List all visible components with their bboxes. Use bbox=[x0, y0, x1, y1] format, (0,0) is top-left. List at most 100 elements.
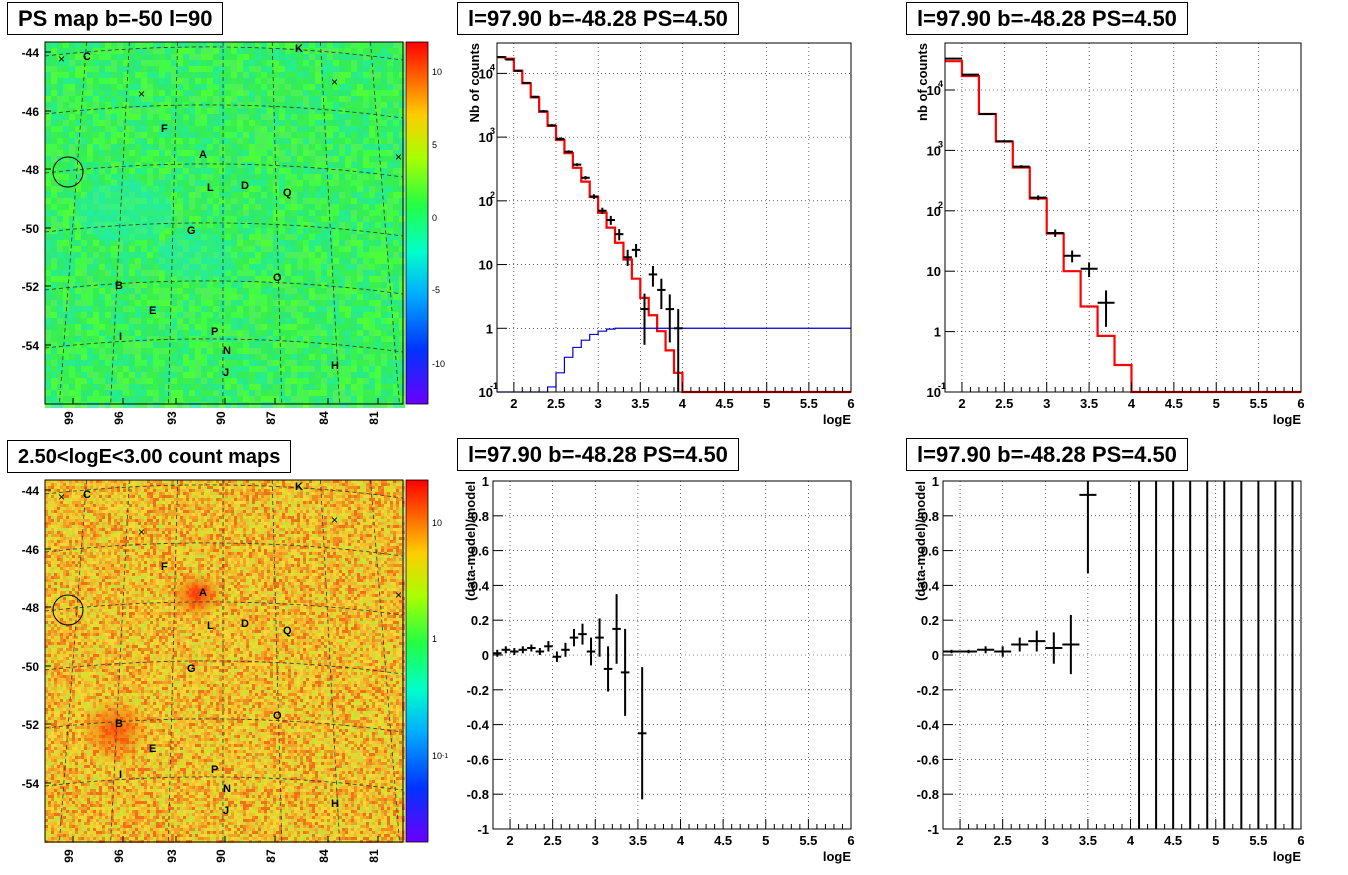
countmap-palette-tick-exponent: -1 bbox=[442, 753, 448, 760]
spectrum-left-plot: 2 2.5 3 3.5 4 4.5 5 5.5 6 10 1 10 10 10 10 logE Nb of co… bbox=[467, 42, 855, 427]
spectrum-left-x-tick-label: 4.5 bbox=[716, 396, 734, 411]
residual-left-x-axis-label: logE bbox=[823, 849, 851, 864]
residual-right-x-tick-label: 4.5 bbox=[1164, 833, 1182, 848]
spectrum-right-y-tick-exponent: -1 bbox=[938, 381, 946, 391]
spectrum-left-x-tick-label: 5 bbox=[763, 396, 770, 411]
spectrum-right-y-tick-exponent: 4 bbox=[938, 79, 943, 89]
psmap-source-label: I bbox=[119, 331, 122, 343]
residual-right-y-tick-label: 0.2 bbox=[921, 613, 939, 628]
spectrum-left-y-tick-label: 10 bbox=[479, 385, 493, 400]
spectrum-right-x-tick-label: 4.5 bbox=[1165, 396, 1183, 411]
countmap-lon-tick-label: 87 bbox=[264, 849, 278, 863]
psmap-palette bbox=[405, 41, 429, 405]
residual-left-y-tick-label: -0.4 bbox=[467, 718, 490, 733]
psmap-cross-marker: × bbox=[138, 87, 145, 101]
countmap-lat-tick-label: -52 bbox=[22, 718, 40, 732]
residual-left-x-tick-label: 2 bbox=[506, 833, 513, 848]
spectrum-left-x-tick-label: 6 bbox=[847, 396, 854, 411]
spectrum-right-y-tick-label: 10 bbox=[927, 143, 941, 158]
spectrum-right-title: l=97.90 b=-48.28 PS=4.50 bbox=[906, 2, 1188, 35]
spectrum-right-x-tick-label: 4 bbox=[1128, 396, 1136, 411]
countmap-cross-marker: × bbox=[58, 490, 65, 504]
residual-left-y-tick-label: -0.2 bbox=[467, 683, 489, 698]
countmap-source-label: H bbox=[331, 798, 339, 810]
psmap-lon-tick-label: 81 bbox=[367, 411, 381, 425]
spectrum-left-x-tick-label: 5.5 bbox=[800, 396, 818, 411]
spectrum-right-x-tick-label: 5.5 bbox=[1250, 396, 1268, 411]
psmap-lon-tick-label: 93 bbox=[165, 411, 179, 425]
residual-left-plot: 2 2.5 3 3.5 4 4.5 5 5.5 6 -1 -0.8 -0.6 -0.4 -0.2 0 0.2 0… bbox=[463, 474, 855, 864]
spectrum-left-y-tick-label: 10 bbox=[479, 194, 493, 209]
psmap-source-label: A bbox=[199, 149, 207, 161]
spectrum-left-y-tick-label: 10 bbox=[479, 66, 493, 81]
psmap-map-frame bbox=[44, 41, 404, 405]
residual-right-y-tick-label: 1 bbox=[932, 474, 939, 489]
spectrum-left-y-tick-exponent: 2 bbox=[490, 190, 495, 200]
countmap-lon-tick-label: 99 bbox=[62, 849, 76, 863]
residual-right-title: l=97.90 b=-48.28 PS=4.50 bbox=[906, 438, 1188, 471]
spectrum-right-y-tick-label: 1 bbox=[934, 325, 941, 340]
spectrum-left-y-axis-label: Nb of counts bbox=[467, 43, 482, 122]
countmap-cross-marker: × bbox=[331, 513, 338, 527]
psmap-source-label: O bbox=[273, 272, 282, 284]
countmap-source-label: C bbox=[83, 489, 91, 501]
countmap-source-label: K bbox=[295, 481, 303, 493]
spectrum-left-plot-area bbox=[497, 43, 851, 392]
residual-left-plot-area bbox=[493, 481, 851, 829]
psmap-lon-tick-label: 99 bbox=[62, 411, 76, 425]
psmap-source-label: C bbox=[83, 51, 91, 63]
countmap-source-label: E bbox=[149, 743, 156, 755]
psmap-source-label: B bbox=[115, 280, 123, 292]
psmap-map-pixels bbox=[45, 42, 405, 408]
spectrum-left-y-tick-exponent: -1 bbox=[490, 381, 498, 391]
psmap-lon-tick-label: 84 bbox=[317, 411, 331, 425]
spectrum-right-y-axis-label: nb of counts bbox=[915, 43, 930, 121]
psmap-source-label: J bbox=[223, 367, 229, 379]
spectrum-left-model-line bbox=[497, 327, 851, 393]
countmap-source-label: I bbox=[119, 769, 122, 781]
spectrum-right-x-tick-label: 2 bbox=[958, 396, 965, 411]
residual-right-x-tick-label: 3 bbox=[1042, 833, 1049, 848]
countmap-source-label: F bbox=[161, 561, 168, 573]
psmap-source-label: G bbox=[187, 225, 196, 237]
spectrum-right-plot-area bbox=[945, 43, 1301, 392]
residual-left-y-tick-label: 1 bbox=[482, 474, 489, 489]
spectrum-left-y-tick-exponent: 4 bbox=[490, 62, 495, 72]
residual-left-y-tick-label: 0.4 bbox=[471, 578, 490, 593]
spectrum-right-x-tick-label: 6 bbox=[1297, 396, 1304, 411]
countmap-region-circle bbox=[52, 594, 84, 626]
countmap-source-label: P bbox=[211, 764, 218, 776]
spectrum-right-plot: 2 2.5 3 3.5 4 4.5 5 5.5 6 10 1 10 10 10 10 logE nb of co… bbox=[915, 42, 1305, 427]
countmap-hotspot bbox=[79, 696, 151, 764]
residual-right-x-axis-label: logE bbox=[1273, 849, 1301, 864]
residual-right-y-axis-label: (data-model)/model bbox=[913, 481, 928, 601]
psmap-source-label: Q bbox=[283, 187, 292, 199]
psmap-cool-region bbox=[75, 182, 175, 242]
countmap-palette bbox=[405, 479, 429, 843]
residual-right-x-tick-label: 6 bbox=[1297, 833, 1304, 848]
residual-right-x-tick-label: 5 bbox=[1212, 833, 1219, 848]
residual-left-y-tick-label: 0.6 bbox=[471, 544, 489, 559]
countmap-hotspot bbox=[169, 571, 225, 619]
spectrum-right-y-tick-label: 10 bbox=[927, 264, 941, 279]
residual-left-x-tick-label: 5 bbox=[762, 833, 769, 848]
psmap-lat-tick-label: -44 bbox=[22, 46, 40, 60]
psmap-lon-tick-label: 87 bbox=[264, 411, 278, 425]
countmap-lat-tick-label: -46 bbox=[22, 543, 40, 557]
countmap-source-label: L bbox=[207, 620, 214, 632]
countmap-palette-tick-label: 10 bbox=[432, 518, 442, 528]
spectrum-left-x-tick-label: 3 bbox=[595, 396, 602, 411]
countmap-cross-marker: × bbox=[395, 588, 402, 602]
psmap-palette-tick-label: -5 bbox=[432, 285, 440, 295]
countmap-source-label: O bbox=[273, 710, 282, 722]
psmap-palette-tick-label: -10 bbox=[432, 359, 445, 369]
psmap-source-label: D bbox=[241, 180, 249, 192]
psmap-palette-tick-label: 10 bbox=[432, 67, 442, 77]
spectrum-right-y-tick-label: 10 bbox=[927, 385, 941, 400]
spectrum-right-x-tick-label: 3.5 bbox=[1080, 396, 1098, 411]
psmap-cross-marker: × bbox=[58, 52, 65, 66]
residual-right-x-tick-label: 4 bbox=[1127, 833, 1135, 848]
residual-left-x-tick-label: 4 bbox=[677, 833, 685, 848]
psmap-cross-marker: × bbox=[331, 75, 338, 89]
